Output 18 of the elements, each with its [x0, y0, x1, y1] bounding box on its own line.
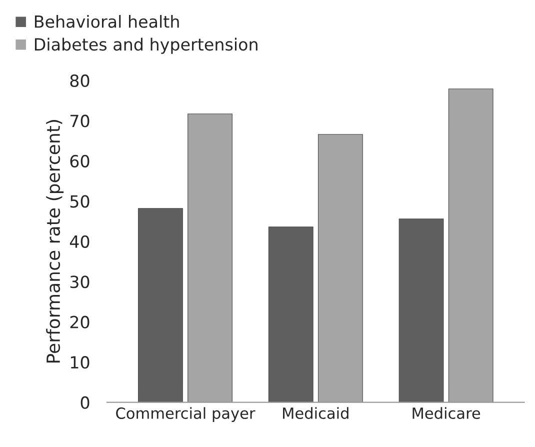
y-tick-label: 70 [70, 114, 90, 128]
y-tick-label: 0 [80, 396, 90, 409]
y-tick-label: 60 [70, 154, 90, 168]
bar [138, 208, 183, 402]
bar [398, 218, 444, 402]
x-tick-label: Medicaid [283, 407, 348, 419]
y-tick-label: 40 [70, 235, 90, 248]
y-tick-label: 10 [70, 356, 90, 369]
bar [268, 226, 314, 402]
legend-label: Diabetes and hypertension [34, 38, 258, 54]
y-axis-title: Performance rate (percent) [46, 120, 64, 363]
y-tick-label: 20 [70, 316, 90, 328]
y-tick-label: 30 [70, 276, 90, 288]
y-tick-label: 80 [70, 74, 90, 88]
y-tick-label: 50 [70, 195, 90, 208]
legend-label: Behavioral health [34, 15, 179, 28]
x-tick-label: Commercial payer [116, 407, 256, 422]
x-tick-label: Medicare [412, 407, 480, 419]
